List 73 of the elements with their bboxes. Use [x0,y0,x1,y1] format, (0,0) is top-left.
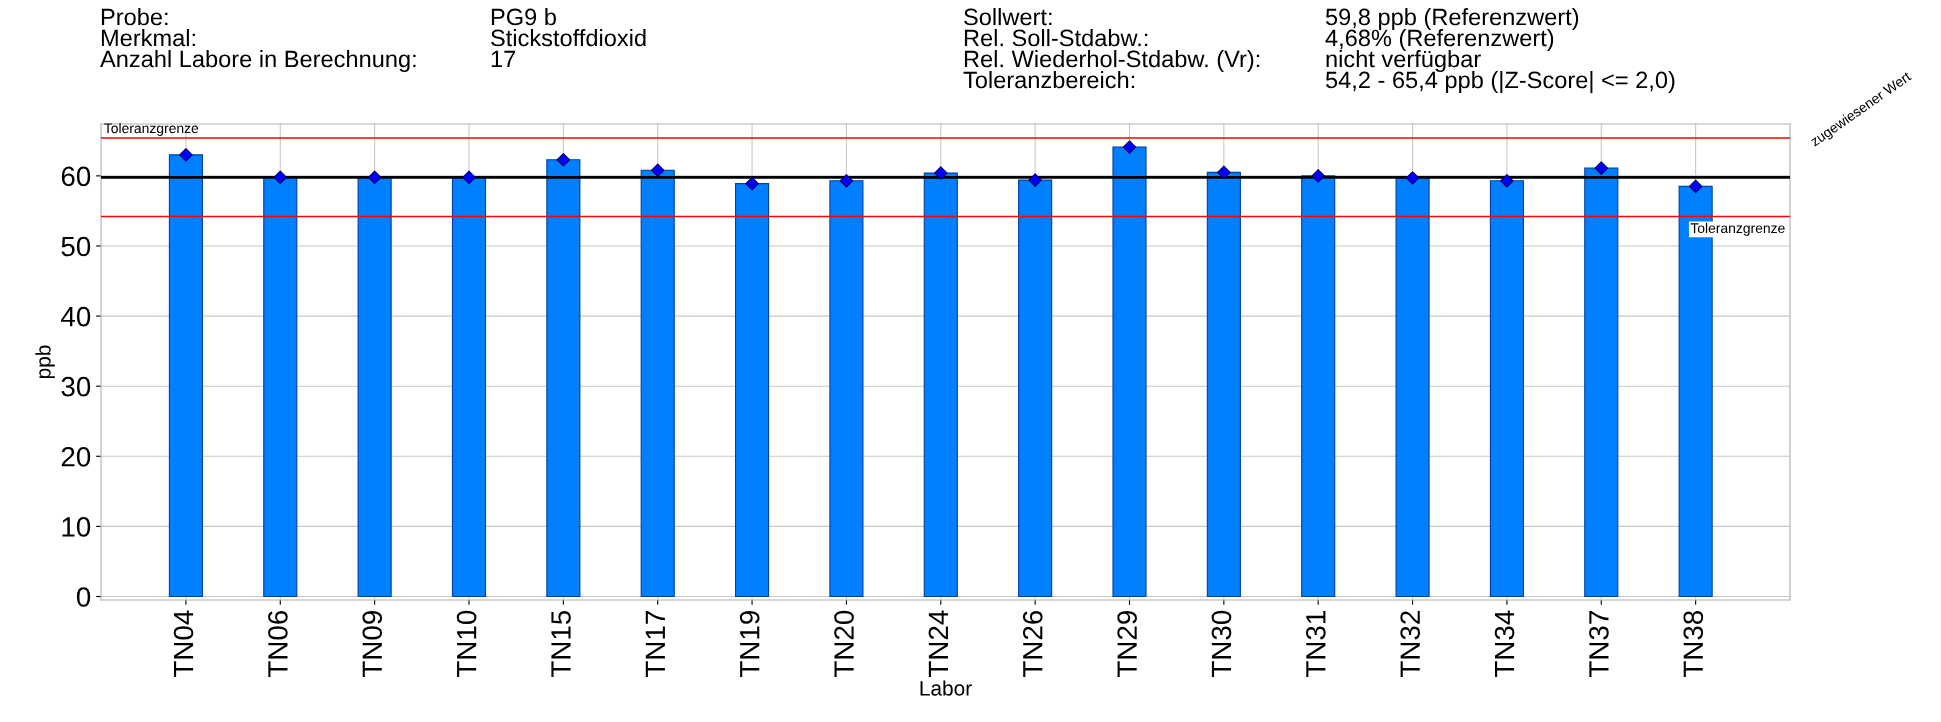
bar [1395,177,1430,598]
point [1311,169,1325,183]
text: Probe: [101,8,168,26]
y-axis-title: ppb [35,345,55,379]
x-tick-label: TN26 [1022,610,1043,678]
point [1122,140,1137,154]
text: Rel. Wiederhol-Stdabw. (Vr): [964,50,1260,72]
x-axis-title: Labor [920,680,972,696]
x-tick-label: TN19 [739,611,760,678]
bar [1584,167,1619,598]
x-tick-label: TN20 [834,610,854,678]
point [556,152,571,167]
y-tick-label: 0 [76,587,91,607]
text: 54,2 - 65,4 ppb (|Z-Score| <= 2,0) [1325,71,1675,94]
point [1028,173,1042,187]
point [462,170,476,185]
ref-line-label: Toleranzgrenze [104,122,199,136]
y-tick-label: 40 [61,306,91,327]
bar [546,159,581,598]
point [179,148,193,162]
bar [1112,146,1147,598]
ref-line-label: Toleranzgrenze [1690,222,1785,236]
point [839,174,854,188]
y-tick-label: 30 [61,376,91,397]
point [745,176,759,191]
text: Toleranzbereich: [963,71,1135,89]
text: 17 [491,50,516,68]
x-tick-label: TN30 [1211,610,1232,678]
point [1500,174,1514,188]
x-tick-label: TN10 [456,610,477,678]
x-tick-label: TN29 [1117,611,1137,678]
text: Merkmal: [101,29,195,47]
bar [1489,180,1524,598]
text: PG9 b [491,8,556,26]
x-tick-label: TN15 [551,610,571,678]
y-tick-label: 50 [61,236,91,257]
bar [263,176,298,598]
bar [1206,171,1241,598]
point [367,170,382,185]
text: Sollwert: [964,8,1052,26]
point [1688,179,1703,194]
x-tick-label: TN38 [1683,610,1704,678]
x-tick-label: TN32 [1400,611,1421,678]
point [1594,161,1609,175]
bar [640,169,675,598]
bar [734,183,770,598]
x-tick-label: TN06 [268,610,288,678]
point [1405,171,1420,185]
y-tick-label: 60 [61,166,91,187]
x-tick-label: TN31 [1306,611,1326,678]
text: Stickstoffdioxid [491,29,646,47]
text: Rel. Soll-Stdabw.: [964,29,1148,47]
x-tick-label: TN37 [1589,611,1609,678]
y-tick-label: 10 [62,517,91,537]
y-tick-label: 20 [61,446,91,467]
point [650,163,665,178]
x-tick-label: TN04 [173,610,194,678]
point [273,170,288,185]
x-tick-label: TN09 [362,611,383,678]
bar [1018,179,1053,598]
bar [168,154,203,598]
bar [1301,175,1336,598]
x-tick-label: TN17 [645,611,665,678]
bar [451,176,487,598]
text: 4,68% (Referenzwert) [1325,29,1554,51]
x-tick-label: TN34 [1494,610,1515,678]
point [934,166,948,180]
bar [923,172,958,598]
text: Anzahl Labore in Berechnung: [100,50,416,73]
x-tick-label: TN24 [928,610,948,678]
bar [357,176,392,598]
bar [829,180,864,598]
point [1217,165,1231,180]
